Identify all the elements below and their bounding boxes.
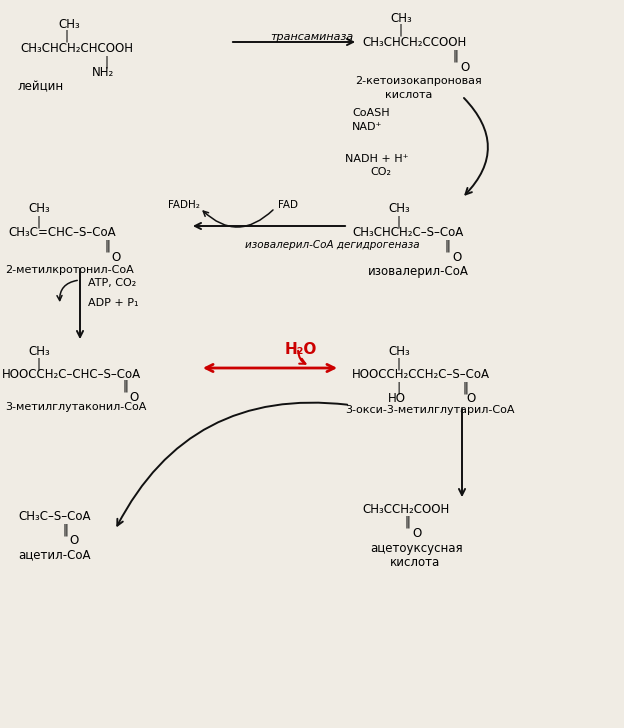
Text: CH₃C–S–CoA: CH₃C–S–CoA — [18, 510, 90, 523]
Text: CH₃: CH₃ — [58, 18, 80, 31]
Text: трансаминаза: трансаминаза — [270, 32, 353, 42]
Text: кислота: кислота — [390, 556, 441, 569]
Text: NAD⁺: NAD⁺ — [352, 122, 383, 132]
Text: изовалерил-CoA: изовалерил-CoA — [368, 265, 469, 278]
Text: 2-кетоизокапроновая: 2-кетоизокапроновая — [355, 76, 482, 86]
Text: O: O — [460, 61, 469, 74]
Text: |: | — [36, 215, 40, 228]
Text: ‖: ‖ — [62, 523, 68, 536]
Text: ‖: ‖ — [445, 239, 451, 252]
Text: CH₃: CH₃ — [390, 12, 412, 25]
Text: O: O — [111, 251, 120, 264]
Text: HOOCCH₂CCH₂C–S–CoA: HOOCCH₂CCH₂C–S–CoA — [352, 368, 490, 381]
Text: CH₃: CH₃ — [388, 202, 410, 215]
Text: O: O — [466, 392, 475, 405]
Text: CH₃CCH₂COOH: CH₃CCH₂COOH — [362, 503, 449, 516]
Text: H₂O: H₂O — [285, 342, 318, 357]
Text: ‖: ‖ — [122, 380, 128, 393]
Text: CH₃: CH₃ — [388, 345, 410, 358]
Text: |: | — [105, 55, 109, 68]
Text: лейцин: лейцин — [18, 80, 64, 93]
Text: CH₃CHCH₂CHCOOH: CH₃CHCH₂CHCOOH — [20, 42, 133, 55]
Text: CO₂: CO₂ — [370, 167, 391, 177]
Text: |: | — [36, 357, 40, 370]
Text: |: | — [65, 30, 69, 43]
Text: HOOCCH₂C–CHC–S–CoA: HOOCCH₂C–CHC–S–CoA — [2, 368, 141, 381]
Text: O: O — [129, 391, 139, 404]
Text: ‖: ‖ — [462, 381, 468, 394]
Text: FAD: FAD — [278, 200, 298, 210]
Text: 2-метилкротонил-CoA: 2-метилкротонил-CoA — [5, 265, 134, 275]
Text: CH₃CHCH₂C–S–CoA: CH₃CHCH₂C–S–CoA — [352, 226, 463, 239]
Text: |: | — [396, 215, 400, 228]
Text: O: O — [412, 527, 421, 540]
Text: O: O — [69, 534, 78, 547]
Text: NADH + H⁺: NADH + H⁺ — [345, 154, 409, 164]
Text: CH₃: CH₃ — [28, 202, 50, 215]
Text: CoASH: CoASH — [352, 108, 389, 118]
Text: |: | — [396, 381, 400, 394]
Text: ацетил-CoA: ацетил-CoA — [18, 548, 90, 561]
Text: ацетоуксусная: ацетоуксусная — [370, 542, 462, 555]
Text: CH₃C=CHC–S–CoA: CH₃C=CHC–S–CoA — [8, 226, 115, 239]
Text: кислота: кислота — [385, 90, 432, 100]
Text: изовалерил-CoA дегидрогеназа: изовалерил-CoA дегидрогеназа — [245, 240, 419, 250]
Text: CH₃: CH₃ — [28, 345, 50, 358]
Text: ATP, CO₂: ATP, CO₂ — [88, 278, 136, 288]
Text: ADP + P₁: ADP + P₁ — [88, 298, 139, 308]
Text: ‖: ‖ — [453, 49, 459, 62]
Text: FADH₂: FADH₂ — [168, 200, 200, 210]
Text: HO: HO — [388, 392, 406, 405]
Text: CH₃CHCH₂CCOOH: CH₃CHCH₂CCOOH — [362, 36, 466, 49]
Text: 3-метилглутаконил-CoA: 3-метилглутаконил-CoA — [5, 402, 147, 412]
Text: 3-окси-3-метилглутарил-CoA: 3-окси-3-метилглутарил-CoA — [345, 405, 515, 415]
Text: ‖: ‖ — [405, 516, 411, 529]
Text: O: O — [452, 251, 461, 264]
Text: NH₂: NH₂ — [92, 66, 114, 79]
Text: |: | — [398, 24, 402, 37]
Text: |: | — [396, 357, 400, 370]
Text: ‖: ‖ — [104, 239, 110, 252]
